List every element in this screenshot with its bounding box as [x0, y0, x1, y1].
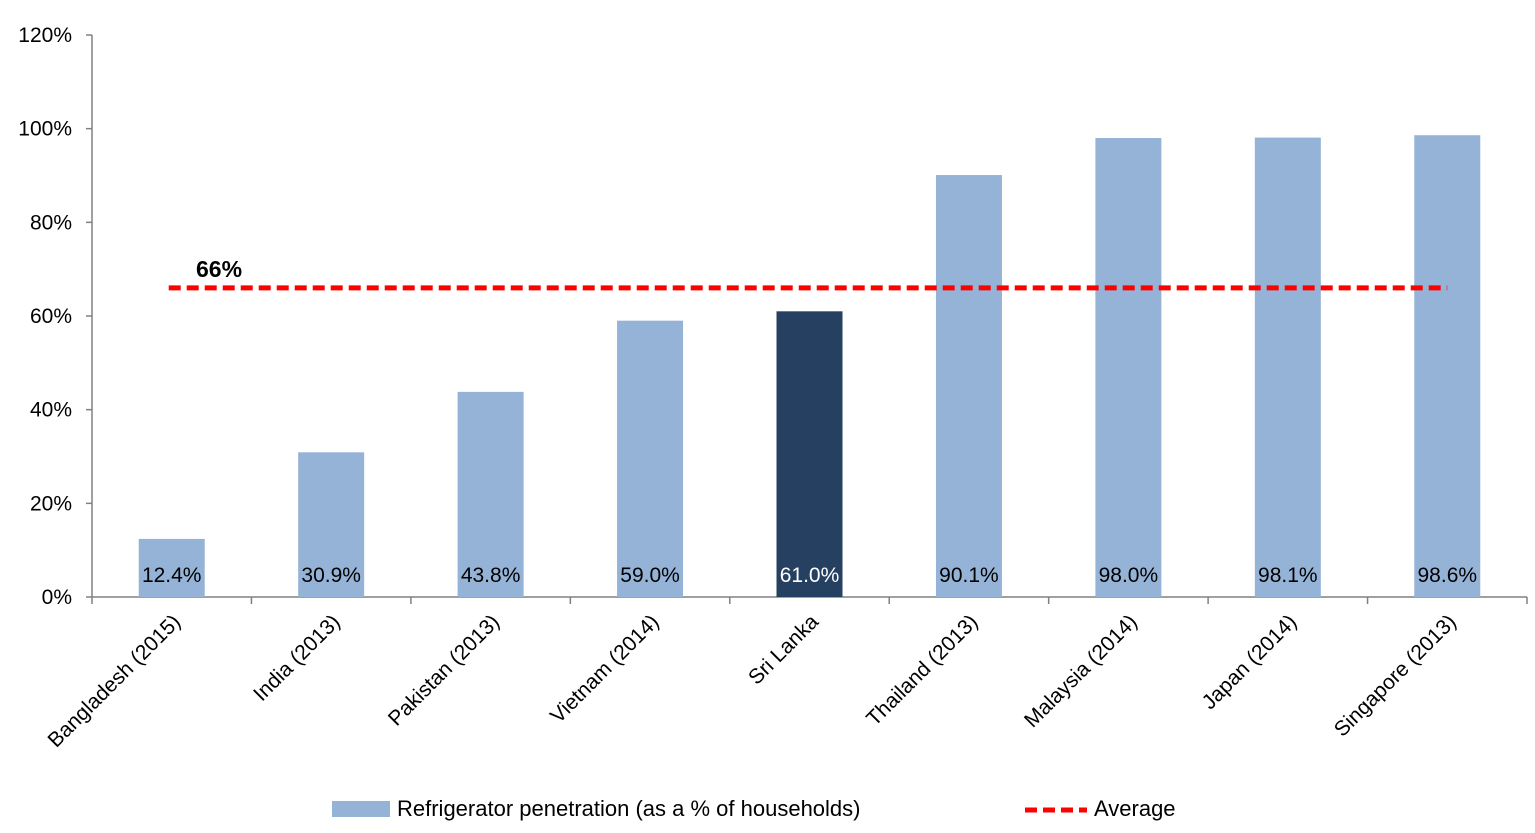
- bar-data-label: 61.0%: [780, 564, 840, 587]
- y-tick-label: 40%: [30, 399, 72, 422]
- x-category-label: Thailand (2013): [862, 610, 982, 730]
- bar-data-label: 12.4%: [142, 564, 202, 587]
- y-tick-label: 20%: [30, 492, 72, 515]
- x-category-label: Malaysia (2014): [1020, 610, 1142, 732]
- bar-data-label: 30.9%: [301, 564, 361, 587]
- x-category-label: Japan (2014): [1198, 610, 1302, 714]
- legend-average-label: Average: [1094, 796, 1176, 821]
- x-category-label: Pakistan (2013): [384, 610, 504, 730]
- x-category-label: Vietnam (2014): [546, 610, 664, 728]
- bar: [457, 391, 524, 597]
- bar: [935, 175, 1002, 597]
- y-tick-label: 120%: [18, 24, 72, 47]
- average-value-label: 66%: [196, 256, 242, 282]
- y-tick-label: 0%: [42, 586, 72, 609]
- bar-data-label: 98.0%: [1099, 564, 1159, 587]
- bar: [138, 538, 205, 597]
- x-category-label: Sri Lanka: [744, 610, 823, 689]
- y-axis: 0% 20% 40% 60% 80% 100% 120%: [18, 24, 93, 609]
- bar: [1414, 135, 1481, 597]
- bar: [298, 452, 365, 597]
- y-tick-label: 60%: [30, 305, 72, 328]
- bar: [1095, 138, 1162, 598]
- x-category-label: Bangladesh (2015): [44, 610, 186, 752]
- bar-data-label: 98.1%: [1258, 564, 1318, 587]
- bar-highlighted: [776, 311, 843, 597]
- bar: [1254, 137, 1321, 597]
- bar: [617, 320, 684, 597]
- legend-bar-swatch: [332, 801, 390, 817]
- bar-data-label: 90.1%: [939, 564, 999, 587]
- bar-data-label: 43.8%: [461, 564, 521, 587]
- y-tick-label: 80%: [30, 211, 72, 234]
- x-category-label: India (2013): [249, 610, 345, 706]
- bars: 12.4% 30.9% 43.8% 59.0% 61.0% 90.1% 98.0% 98.1%…: [138, 135, 1481, 598]
- legend-bar-label: Refrigerator penetration (as a % of hous…: [397, 796, 860, 821]
- x-category-label: Singapore (2013): [1330, 610, 1461, 741]
- bar-data-label: 98.6%: [1418, 564, 1478, 587]
- y-tick-label: 100%: [18, 118, 72, 141]
- bar-data-label: 59.0%: [620, 564, 680, 587]
- x-axis: Bangladesh (2015) India (2013) Pakistan (2…: [44, 596, 1528, 752]
- average-line-group: 66%: [168, 256, 1448, 291]
- legend: Refrigerator penetration (as a % of hous…: [332, 796, 1176, 821]
